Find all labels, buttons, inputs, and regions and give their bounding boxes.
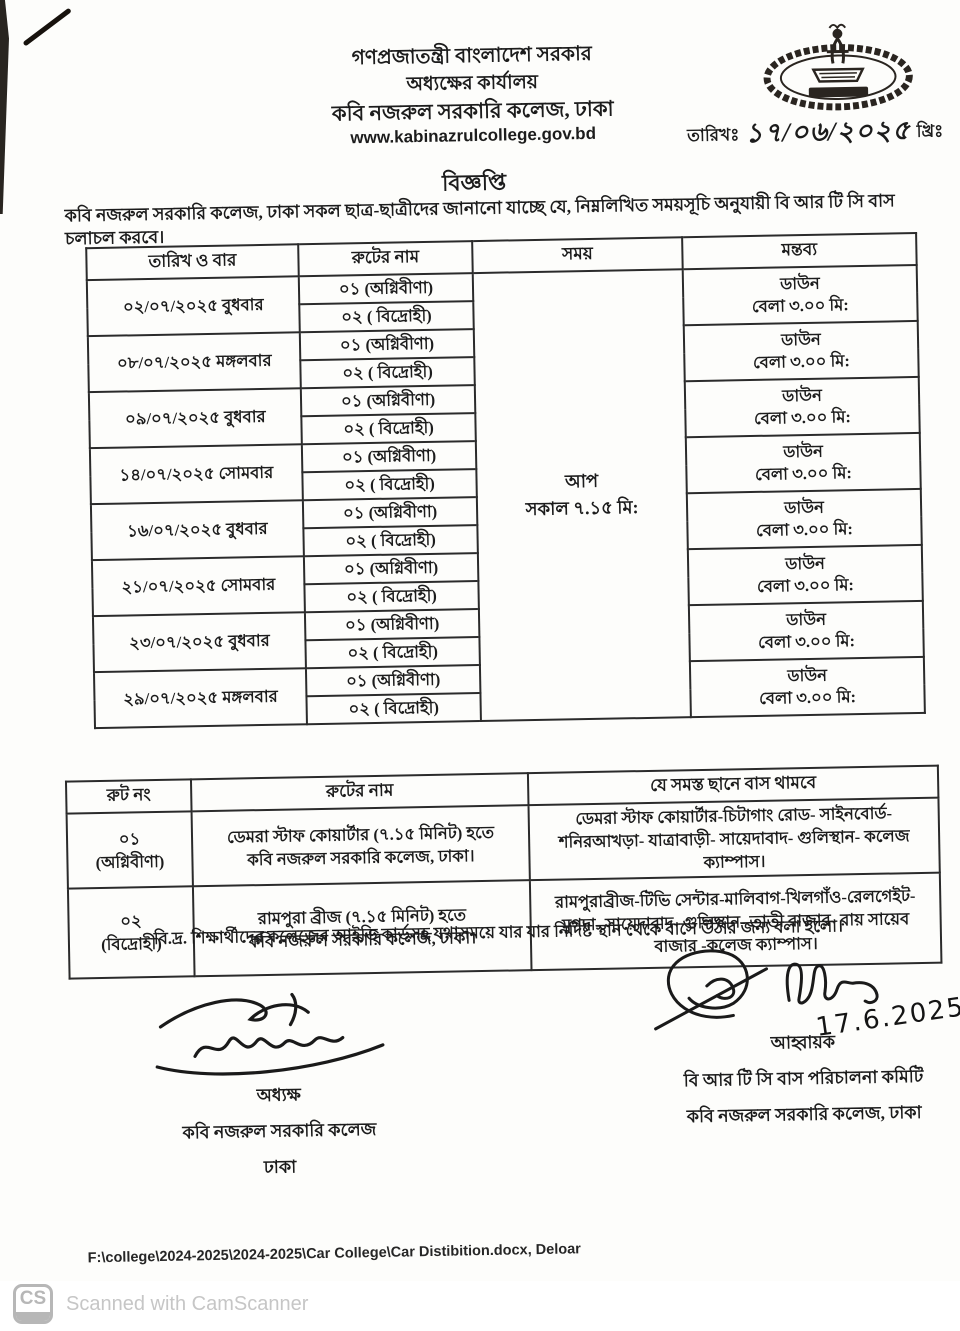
column-header: রুটের নাম <box>298 241 473 277</box>
route-cell: ০২ ( বিদ্রোহী) <box>301 413 476 445</box>
remark-cell: ডাউন বেলা ৩.০০ মি: <box>686 488 922 550</box>
remark-cell: ডাউন বেলা ৩.০০ মি: <box>684 376 920 438</box>
route-cell: ০২ ( বিদ্রোহী) <box>299 301 474 333</box>
date-suffix: খ্রিঃ <box>916 121 944 141</box>
date-cell: ০৯/০৭/২০২৫ বুধবার <box>88 388 302 449</box>
time-cell: আপ সকাল ৭.১৫ মি: <box>472 269 691 722</box>
convener-role: আহ্বায়ক <box>770 1031 836 1053</box>
route-cell: ০১ (অগ্নিবীণা) <box>301 441 477 473</box>
route-stops-cell: ডেমরা স্টাফ কোয়ার্টার-চিটাগাং রোড- সাইন… <box>528 797 940 881</box>
remark-cell: ডাউন বেলা ৩.০০ মি: <box>683 320 919 382</box>
convener-signature-block: 17.6.2025 আহ্বায়ক বি আর টি সি বাস পরিচা… <box>636 939 960 1134</box>
remark-line: বেলা ৩.০০ মি: <box>757 631 856 652</box>
remark-line: বেলা ৩.০০ মি: <box>756 575 855 596</box>
remark-cell: ডাউন বেলা ৩.০০ মি: <box>687 544 923 606</box>
column-header: তারিখ ও বার <box>86 244 299 281</box>
route-name-cell: ডেমরা স্টাফ কোয়ার্টার (৭.১৫ মিনিট) হতে ক… <box>191 805 530 887</box>
route-cell: ০২ ( বিদ্রোহী) <box>300 357 475 389</box>
scan-edge-artifact <box>0 0 9 214</box>
document-file-path: F:\college\2024-2025\2024-2025\Car Colle… <box>87 1241 581 1267</box>
remark-line: বেলা ৩.০০ মি: <box>754 463 853 484</box>
remark-cell: ডাউন বেলা ৩.০০ মি: <box>685 432 921 494</box>
date-label: তারিখঃ <box>686 125 740 146</box>
camscanner-logo-strip <box>16 1312 50 1321</box>
date-cell: ১৬/০৭/২০২৫ বুধবার <box>90 500 304 561</box>
remark-cell: ডাউন বেলা ৩.০০ মি: <box>689 656 925 718</box>
principal-signature-block: অধ্যক্ষ কবি নজরুল সরকারি কলেজ ঢাকা <box>127 986 431 1186</box>
column-header: মন্তব্য <box>682 232 917 270</box>
college-seal-icon <box>763 23 913 111</box>
remark-cell: ডাউন বেলা ৩.০০ মি: <box>688 600 924 662</box>
route-cell: ০১ (অগ্নিবীণা) <box>299 329 475 361</box>
camscanner-caption: Scanned with CamScanner <box>66 1293 309 1315</box>
date-cell: ০৮/০৭/২০২৫ মঙ্গলবার <box>87 332 301 393</box>
camscanner-bar: CS Scanned with CamScanner <box>0 1281 960 1331</box>
route-cell: ০২ ( বিদ্রোহী) <box>305 637 480 669</box>
date-line: তারিখঃ ১৭/০৬/২০২৫ খ্রিঃ <box>687 107 944 157</box>
convener-signature-icon <box>654 949 879 1031</box>
remark-line: বেলা ৩.০০ মি: <box>753 407 852 428</box>
remark-line: বেলা ৩.০০ মি: <box>758 687 857 708</box>
column-header: রুট নং <box>65 779 192 814</box>
date-cell: ১৪/০৭/২০২৫ সোমবার <box>89 444 303 505</box>
handwritten-date: ১৭/০৬/২০২৫ <box>744 115 911 149</box>
camscanner-logo-text: CS <box>19 1288 47 1309</box>
principal-signature-icon <box>155 992 385 1076</box>
route-cell: ০২ ( বিদ্রোহী) <box>303 525 478 557</box>
date-cell: ০২/০৭/২০২৫ বুধবার <box>86 276 300 337</box>
route-cell: ০১ (অগ্নিবীণা) <box>302 497 478 529</box>
camscanner-logo-icon: CS <box>13 1284 53 1324</box>
time-line: আপ <box>564 470 599 492</box>
bus-schedule-table: তারিখ ও বার রুটের নাম সময় মন্তব্য ০২/০৭/২০… <box>85 232 926 729</box>
date-cell: ২৯/০৭/২০২৫ মঙ্গলবার <box>93 668 307 729</box>
route-number-line: (অগ্নিবীণা) <box>95 851 165 872</box>
remark-line: বেলা ৩.০০ মি: <box>752 351 851 372</box>
date-cell: ২৩/০৭/২০২৫ বুধবার <box>92 612 306 673</box>
column-header: সময় <box>472 237 683 274</box>
principal-role: অধ্যক্ষ <box>256 1084 302 1106</box>
principal-place: ঢাকা <box>263 1156 297 1178</box>
route-cell: ০১ (অগ্নিবীণা) <box>303 553 479 585</box>
route-cell: ০১ (অগ্নিবীণা) <box>305 665 481 697</box>
principal-college: কবি নজরুল সরকারি কলেজ <box>182 1119 377 1143</box>
route-cell: ০১ (অগ্নিবীণা) <box>300 385 476 417</box>
time-line: সকাল ৭.১৫ মি: <box>525 497 639 520</box>
route-number-line: ০১ <box>118 828 141 849</box>
route-cell: ০২ ( বিদ্রোহী) <box>304 581 479 613</box>
route-cell: ০২ ( বিদ্রোহী) <box>306 693 481 725</box>
route-cell: ০২ ( বিদ্রোহী) <box>302 469 477 501</box>
bus-committee-name: বি আর টি সি বাস পরিচালনা কমিটি <box>683 1065 924 1091</box>
remark-cell: ডাউন বেলা ৩.০০ মি: <box>682 264 918 326</box>
date-cell: ২১/০৭/২০২৫ সোমবার <box>91 556 305 617</box>
route-cell: ০১ (অগ্নিবীণা) <box>304 609 480 641</box>
remark-line: বেলা ৩.০০ মি: <box>751 295 850 316</box>
route-number-cell: ০১ (অগ্নিবীণা) <box>66 811 193 889</box>
route-cell: ০১ (অগ্নিবীণা) <box>298 273 474 305</box>
convener-college: কবি নজরুল সরকারি কলেজ, ঢাকা <box>686 1102 922 1127</box>
schedule-table-body: ০২/০৭/২০২৫ বুধবার ০১ (অগ্নিবীণা) আপ সকাল ৭.… <box>86 264 925 729</box>
remark-line: বেলা ৩.০০ মি: <box>755 519 854 540</box>
